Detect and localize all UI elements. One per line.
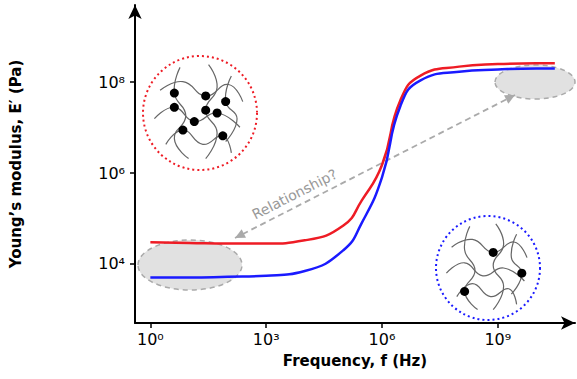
- svg-text:10⁸: 10⁸: [98, 73, 125, 92]
- svg-text:10⁰: 10⁰: [137, 330, 164, 349]
- svg-text:Frequency, f (Hz): Frequency, f (Hz): [283, 352, 427, 370]
- svg-text:10⁹: 10⁹: [484, 330, 511, 349]
- svg-text:Young’s modulus, E′ (Pa): Young’s modulus, E′ (Pa): [7, 60, 25, 270]
- svg-text:10⁴: 10⁴: [98, 254, 125, 273]
- svg-text:10⁶: 10⁶: [369, 330, 396, 349]
- svg-text:10³: 10³: [253, 330, 280, 349]
- svg-text:10⁶: 10⁶: [98, 164, 125, 183]
- svg-text:Relationship?: Relationship?: [249, 166, 339, 223]
